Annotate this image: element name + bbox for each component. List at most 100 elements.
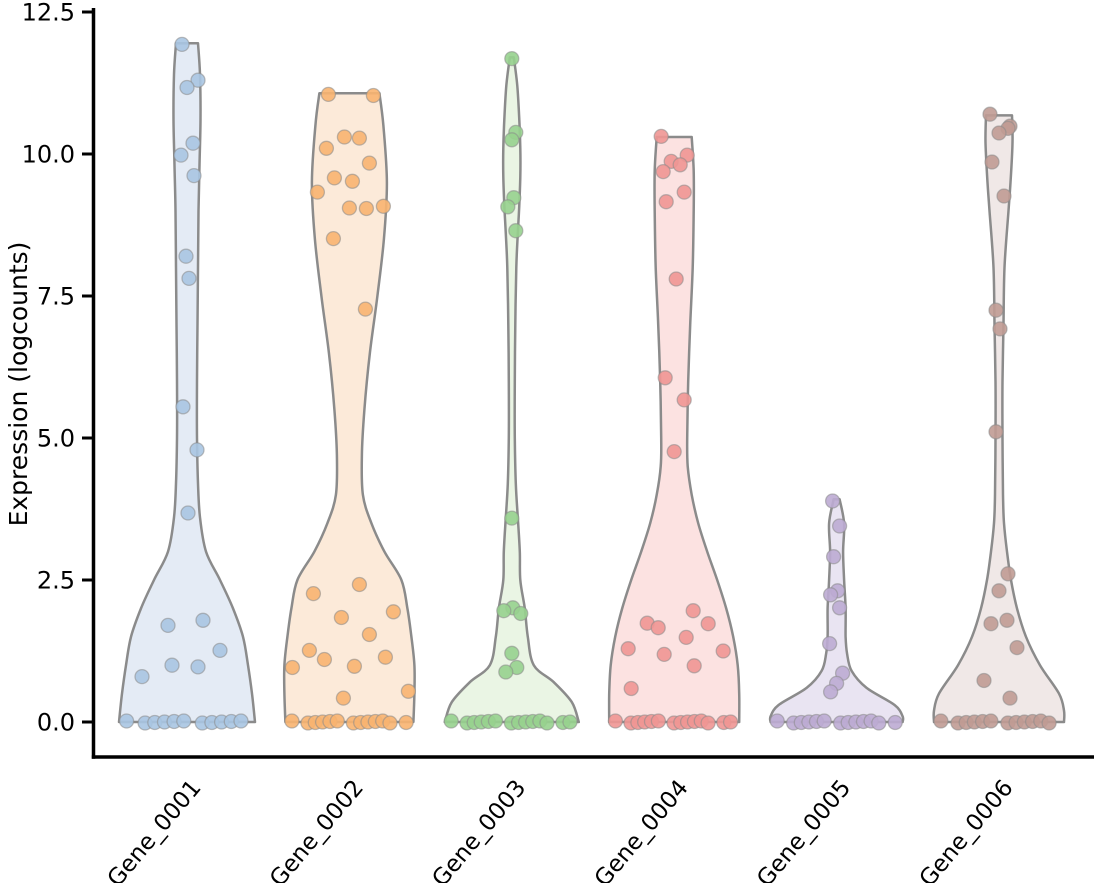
data-point <box>496 603 512 619</box>
data-point <box>668 271 684 287</box>
data-point <box>822 587 839 603</box>
data-point <box>984 154 1000 170</box>
data-point <box>676 184 692 200</box>
data-point <box>700 616 716 632</box>
data-point <box>656 646 672 663</box>
data-point <box>504 645 520 661</box>
zero-data-point <box>398 714 414 731</box>
data-point <box>999 612 1015 628</box>
data-point <box>513 605 529 622</box>
data-point <box>335 690 352 706</box>
data-point <box>821 635 838 652</box>
data-point <box>988 424 1004 440</box>
zero-data-point <box>722 714 739 730</box>
data-point <box>190 659 206 675</box>
data-point <box>1002 690 1018 706</box>
data-point <box>508 223 524 239</box>
zero-data-point <box>539 715 555 731</box>
data-point <box>173 147 189 163</box>
data-point <box>179 79 195 96</box>
data-point <box>178 248 194 264</box>
zero-data-point <box>118 713 135 729</box>
data-point <box>653 128 669 145</box>
data-point <box>685 603 701 619</box>
data-point <box>498 664 514 680</box>
zero-data-point <box>700 715 716 731</box>
data-point <box>822 684 839 700</box>
data-point <box>976 672 992 689</box>
data-point <box>831 518 848 534</box>
data-point <box>666 443 682 460</box>
data-point <box>992 321 1008 337</box>
data-point <box>344 173 361 189</box>
y-tick-label: 10.0 <box>22 141 75 169</box>
data-point <box>358 200 375 217</box>
data-point <box>351 130 368 146</box>
zero-data-point <box>769 713 785 729</box>
data-point <box>351 576 368 593</box>
y-axis-ticks: 0.0 2.5 5.0 7.5 10.0 12.5 <box>22 0 94 737</box>
data-point <box>134 668 150 685</box>
data-point <box>657 370 673 386</box>
data-point <box>385 604 402 620</box>
x-axis-label-Gene_0003: Gene_0003 <box>427 775 531 883</box>
y-tick-label: 2.5 <box>37 567 75 595</box>
violin-Gene_0006 <box>932 114 1066 724</box>
data-point <box>180 505 196 521</box>
data-point <box>357 301 374 317</box>
data-point <box>309 184 326 200</box>
y-tick-label: 5.0 <box>37 425 75 453</box>
data-point <box>174 36 190 53</box>
zero-data-point <box>983 713 999 729</box>
data-point <box>988 302 1004 318</box>
x-axis-label-Gene_0005: Gene_0005 <box>752 775 856 883</box>
violin-Gene_0004 <box>607 135 741 724</box>
zero-data-point <box>329 713 345 729</box>
data-point <box>284 659 301 676</box>
data-point <box>824 493 841 509</box>
data-point <box>504 50 520 67</box>
data-point <box>1009 639 1025 656</box>
data-point <box>991 583 1007 599</box>
data-point <box>305 585 322 602</box>
zero-data-point <box>233 713 249 729</box>
data-point <box>983 616 999 632</box>
x-axis-label-Gene_0004: Gene_0004 <box>590 775 694 883</box>
zero-data-point <box>887 714 903 731</box>
zero-data-point <box>562 714 578 730</box>
data-point <box>320 86 337 103</box>
data-point <box>185 135 201 151</box>
data-point <box>325 230 342 247</box>
violin-Gene_0003 <box>443 56 581 724</box>
data-point <box>375 198 392 214</box>
data-point <box>400 683 417 699</box>
data-point <box>186 167 202 184</box>
data-point <box>672 157 688 173</box>
data-point <box>500 199 516 215</box>
zero-data-point <box>382 715 398 731</box>
data-point <box>336 129 353 145</box>
data-point <box>181 270 197 287</box>
y-tick-label: 7.5 <box>37 283 75 311</box>
data-point <box>346 658 363 674</box>
x-axis-label-Gene_0006: Gene_0006 <box>915 775 1019 883</box>
data-point <box>365 87 382 104</box>
data-point <box>991 125 1007 141</box>
zero-data-point <box>487 713 504 729</box>
x-axis-label-Gene_0002: Gene_0002 <box>265 775 369 883</box>
data-point <box>377 649 394 665</box>
data-point <box>190 72 206 88</box>
x-axis-label-Gene_0001: Gene_0001 <box>103 775 207 883</box>
zero-data-point <box>284 713 300 729</box>
points-layer <box>118 36 1057 731</box>
x-axis-labels: Gene_0001 Gene_0002 Gene_0003 Gene_0004 Gene… <box>103 775 1019 883</box>
zero-data-point <box>650 713 667 729</box>
data-point <box>686 658 702 674</box>
data-point <box>623 680 639 697</box>
zero-data-point <box>607 713 624 729</box>
data-point <box>326 170 343 186</box>
data-point <box>676 392 692 408</box>
y-tick-label: 0.0 <box>37 709 75 737</box>
data-point <box>655 163 671 180</box>
